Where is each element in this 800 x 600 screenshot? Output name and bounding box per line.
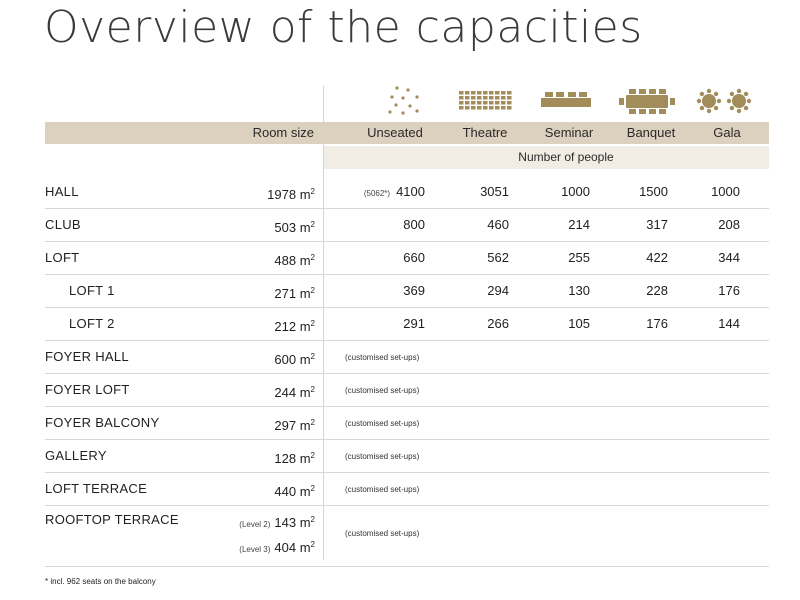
banquet-value: 1500	[639, 184, 668, 199]
gala-value: 208	[718, 217, 740, 232]
room-size: 600 m2	[274, 352, 315, 367]
banquet-value: 317	[646, 217, 668, 232]
room-name: ROOFTOP TERRACE	[45, 512, 179, 527]
header-banquet: Banquet	[626, 125, 676, 140]
room-name: GALLERY	[45, 448, 107, 463]
customised-note: (customised set-ups)	[345, 529, 420, 538]
table-row: GALLERY 128 m2 (customised set-ups)	[45, 440, 769, 473]
room-size: 212 m2	[274, 319, 315, 334]
room-size: 488 m2	[274, 253, 315, 268]
theatre-value: 460	[487, 217, 509, 232]
gala-value: 344	[718, 250, 740, 265]
room-name: LOFT 1	[69, 283, 115, 298]
banquet-value: 422	[646, 250, 668, 265]
room-size: 1978 m2	[267, 187, 315, 202]
theatre-value: 266	[487, 316, 509, 331]
customised-note: (customised set-ups)	[345, 485, 420, 494]
seminar-value: 130	[568, 283, 590, 298]
table-row: ROOFTOP TERRACE (Level 2) 143 m2 (Level 3…	[45, 506, 769, 567]
seminar-value: 105	[568, 316, 590, 331]
table-row: LOFT 1 271 m2 369 294 130 228 176	[45, 275, 769, 308]
header-gala: Gala	[713, 125, 741, 140]
customised-note: (customised set-ups)	[345, 353, 420, 362]
theatre-icon	[459, 91, 512, 110]
table-row: FOYER BALCONY 297 m2 (customised set-ups…	[45, 407, 769, 440]
room-size: 440 m2	[274, 484, 315, 499]
room-name: LOFT TERRACE	[45, 481, 148, 496]
room-name: FOYER BALCONY	[45, 415, 160, 430]
table-row: LOFT 488 m2 660 562 255 422 344	[45, 242, 769, 275]
gala-value: 1000	[711, 184, 740, 199]
room-name: FOYER LOFT	[45, 382, 130, 397]
unseated-value: 369	[403, 283, 425, 298]
seminar-value: 255	[568, 250, 590, 265]
theatre-value: 294	[487, 283, 509, 298]
customised-note: (customised set-ups)	[345, 419, 420, 428]
table-row: HALL 1978 m2 (5062*) 4100 3051 1000 1500 …	[45, 176, 769, 209]
header-band	[45, 122, 769, 144]
page-title: Overview of the capacities	[44, 2, 643, 53]
table-row: LOFT TERRACE 440 m2 (customised set-ups)	[45, 473, 769, 506]
unseated-icon	[388, 86, 419, 115]
room-size: 297 m2	[274, 418, 315, 433]
room-size: 271 m2	[274, 286, 315, 301]
room-size: 503 m2	[274, 220, 315, 235]
header-unseated: Unseated	[367, 125, 423, 140]
table-row: CLUB 503 m2 800 460 214 317 208	[45, 209, 769, 242]
table-row: LOFT 2 212 m2 291 266 105 176 144	[45, 308, 769, 341]
room-size-level-2: (Level 2) 143 m2	[239, 515, 315, 530]
footnote: * incl. 962 seats on the balcony	[45, 577, 156, 586]
seminar-icon	[541, 92, 591, 107]
unseated-value: 291	[403, 316, 425, 331]
table-row: FOYER HALL 600 m2 (customised set-ups)	[45, 341, 769, 374]
gala-value: 176	[718, 283, 740, 298]
seminar-value: 214	[568, 217, 590, 232]
room-name: HALL	[45, 184, 79, 199]
unseated-value: 800	[403, 217, 425, 232]
room-size: 128 m2	[274, 451, 315, 466]
subheader-band	[324, 146, 769, 169]
header-theatre: Theatre	[462, 125, 508, 140]
header-room-size: Room size	[252, 125, 314, 140]
room-name: FOYER HALL	[45, 349, 129, 364]
banquet-icon	[619, 89, 675, 114]
gala-icon	[696, 88, 752, 114]
column-divider	[323, 86, 324, 560]
customised-note: (customised set-ups)	[345, 452, 420, 461]
room-size: 244 m2	[274, 385, 315, 400]
room-name: CLUB	[45, 217, 81, 232]
banquet-value: 228	[646, 283, 668, 298]
room-size-level-3: (Level 3) 404 m2	[239, 540, 315, 555]
seminar-value: 1000	[561, 184, 590, 199]
room-name: LOFT 2	[69, 316, 115, 331]
banquet-value: 176	[646, 316, 668, 331]
unseated-value: (5062*) 4100	[363, 184, 425, 199]
table-row: FOYER LOFT 244 m2 (customised set-ups)	[45, 374, 769, 407]
theatre-value: 3051	[480, 184, 509, 199]
header-number-of-people: Number of people	[518, 150, 614, 164]
customised-note: (customised set-ups)	[345, 386, 420, 395]
room-name: LOFT	[45, 250, 80, 265]
unseated-value: 660	[403, 250, 425, 265]
theatre-value: 562	[487, 250, 509, 265]
gala-value: 144	[718, 316, 740, 331]
header-seminar: Seminar	[544, 125, 594, 140]
